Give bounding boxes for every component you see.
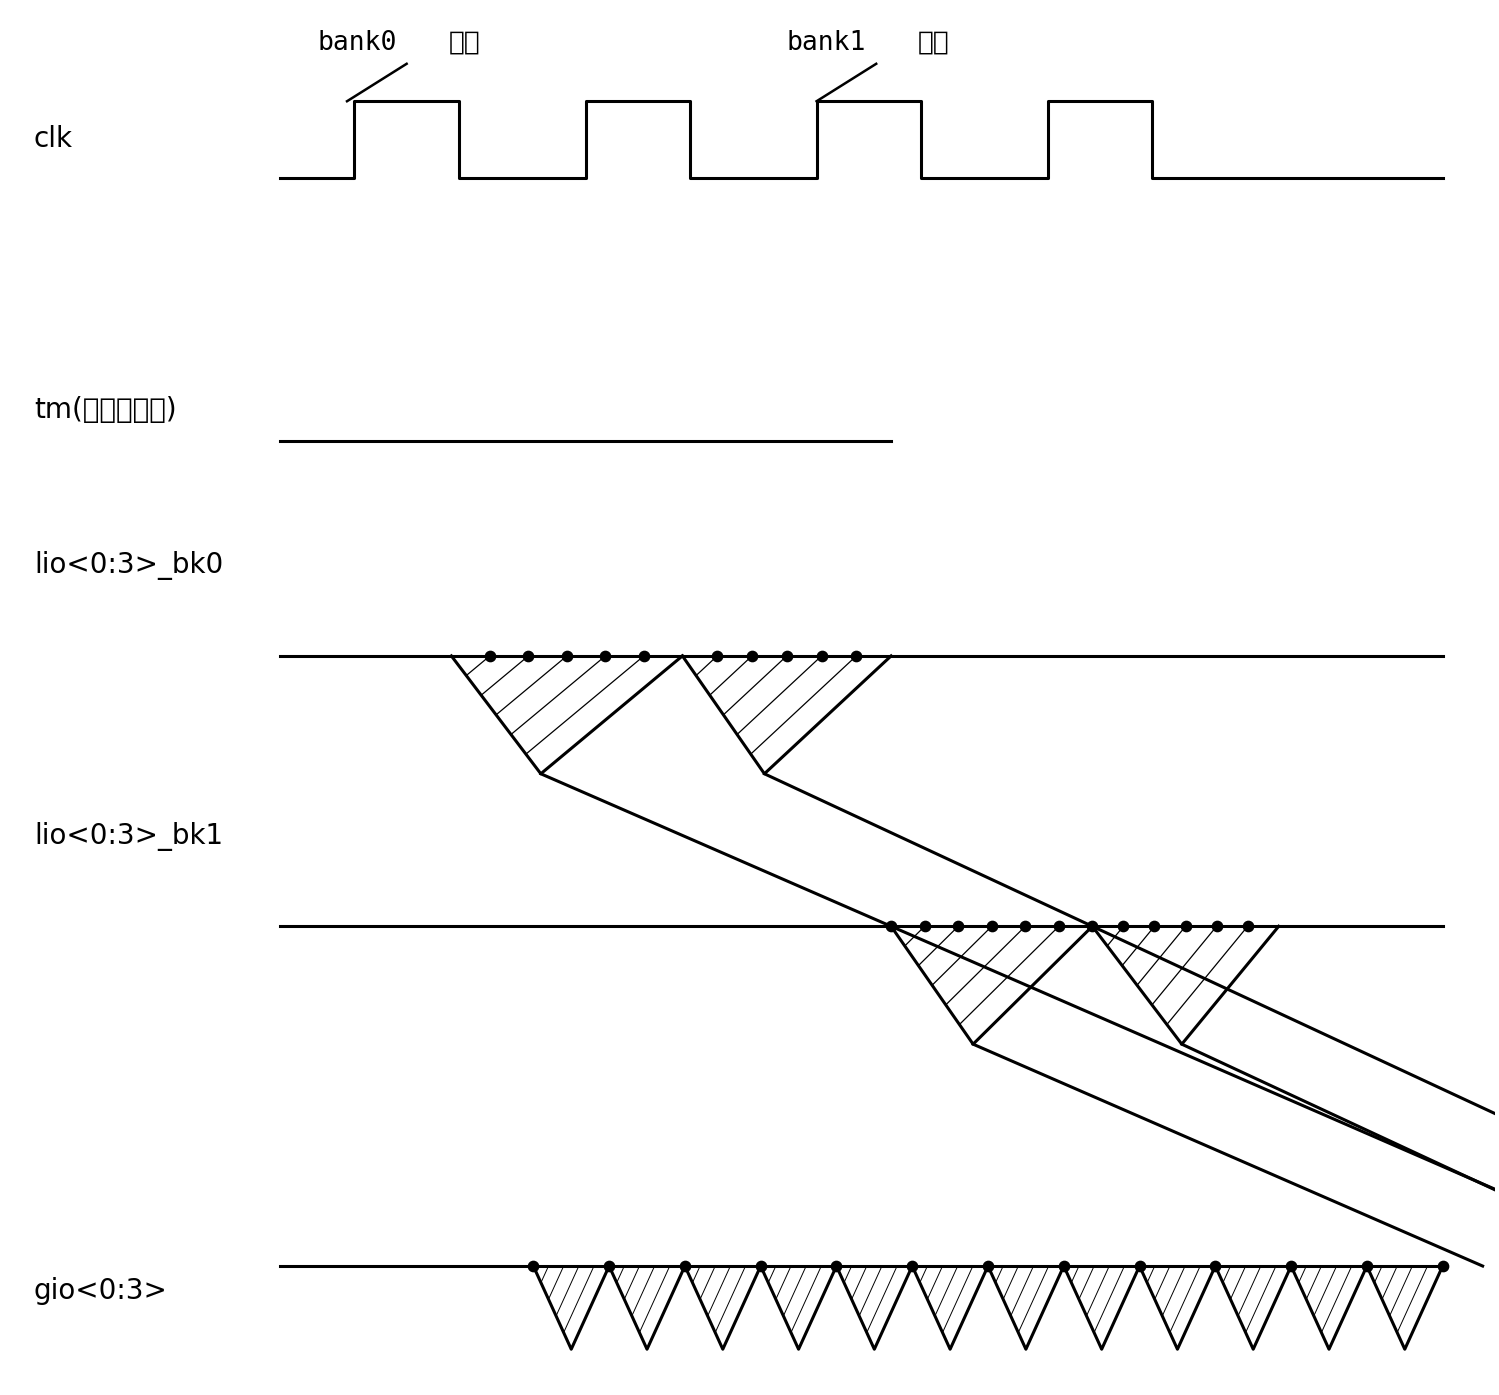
Point [1174, 915, 1198, 937]
Point [1142, 915, 1166, 937]
Point [901, 1256, 925, 1278]
Text: gio<0:3>: gio<0:3> [34, 1276, 168, 1304]
Text: tm(　去激活　): tm( 去激活 ) [34, 396, 177, 424]
Point [946, 915, 970, 937]
Text: clk: clk [34, 126, 73, 153]
Point [1081, 915, 1105, 937]
Text: 读取: 读取 [917, 31, 950, 56]
Text: 读取: 读取 [448, 31, 480, 56]
Point [594, 644, 618, 667]
Point [913, 915, 937, 937]
Text: bank1: bank1 [787, 31, 866, 56]
Point [1013, 915, 1037, 937]
Point [597, 1256, 621, 1278]
Text: lio<0:3>_bk0: lio<0:3>_bk0 [34, 551, 223, 580]
Point [1111, 915, 1135, 937]
Point [878, 915, 902, 937]
Point [1430, 1256, 1454, 1278]
Point [633, 644, 657, 667]
Point [1052, 1256, 1076, 1278]
Point [522, 1256, 546, 1278]
Point [980, 915, 1004, 937]
Point [516, 644, 540, 667]
Point [1127, 1256, 1151, 1278]
Text: bank0: bank0 [318, 31, 397, 56]
Point [741, 644, 764, 667]
Point [1046, 915, 1070, 937]
Point [1204, 1256, 1228, 1278]
Point [824, 1256, 848, 1278]
Point [775, 644, 799, 667]
Point [555, 644, 579, 667]
Point [976, 1256, 1000, 1278]
Point [1205, 915, 1229, 937]
Point [809, 644, 833, 667]
Point [478, 644, 502, 667]
Point [1235, 915, 1259, 937]
Point [1279, 1256, 1303, 1278]
Point [673, 1256, 697, 1278]
Point [705, 644, 729, 667]
Point [748, 1256, 772, 1278]
Point [844, 644, 868, 667]
Text: lio<0:3>_bk1: lio<0:3>_bk1 [34, 822, 223, 851]
Point [1355, 1256, 1379, 1278]
